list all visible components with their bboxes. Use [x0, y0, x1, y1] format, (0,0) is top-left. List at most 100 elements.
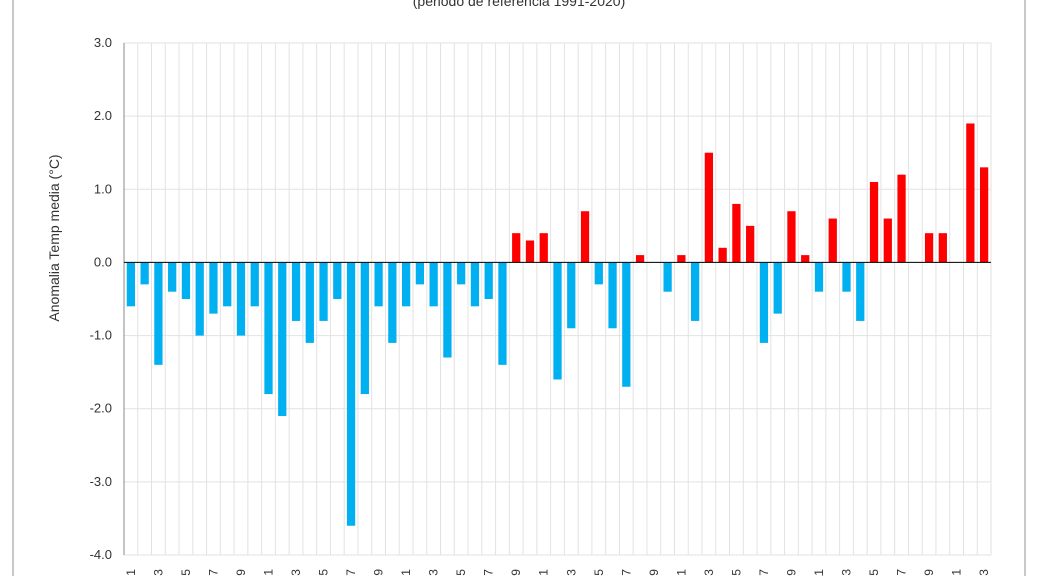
bar-98 — [635, 255, 645, 263]
x-tick-label: 71 — [262, 569, 276, 576]
bar-19 — [924, 233, 934, 263]
x-tick-label: 61 — [124, 569, 138, 576]
bar-92 — [553, 262, 562, 380]
x-tick-label: 91 — [537, 569, 551, 576]
x-tick-label: 17 — [895, 569, 909, 576]
bar-09 — [787, 211, 796, 263]
bar-11 — [814, 262, 824, 292]
x-tick-label: 97 — [619, 569, 633, 576]
bar-86 — [470, 262, 480, 307]
bar-72 — [278, 262, 287, 417]
bar-62 — [140, 262, 149, 285]
chart-subtitle: (periodo de referencia 1991-2020) — [412, 0, 626, 9]
x-tick-label: 77 — [344, 569, 358, 576]
bar-68 — [223, 262, 232, 307]
x-tick-label: 87 — [482, 569, 496, 576]
x-tick-label: 79 — [372, 569, 386, 576]
bar-63 — [154, 262, 163, 365]
bar-79 — [374, 262, 383, 307]
x-tick-label: 13 — [840, 569, 854, 576]
y-tick-label: 3.0 — [94, 35, 112, 50]
x-tick-label: 89 — [509, 569, 523, 576]
bar-76 — [333, 262, 342, 299]
bar-65 — [181, 262, 191, 299]
x-tick-label: 03 — [702, 569, 716, 576]
y-tick-label: -2.0 — [90, 401, 112, 416]
bar-66 — [195, 262, 204, 336]
x-tick-label: 85 — [454, 569, 468, 576]
bar-12 — [828, 218, 837, 263]
x-tick-label: 21 — [950, 569, 964, 576]
bar-74 — [305, 262, 314, 343]
bar-95 — [594, 262, 603, 285]
bar-87 — [484, 262, 493, 299]
bar-67 — [209, 262, 218, 314]
x-tick-label: 67 — [206, 569, 220, 576]
bar-84 — [443, 262, 452, 358]
bar-97 — [622, 262, 631, 387]
x-tick-label: 15 — [867, 569, 881, 576]
x-tick-label: 95 — [592, 569, 606, 576]
y-tick-label: -3.0 — [90, 474, 112, 489]
bar-83 — [429, 262, 438, 307]
bar-10 — [801, 255, 810, 263]
bar-20 — [938, 233, 947, 263]
x-tick-label: 65 — [179, 569, 193, 576]
bar-14 — [856, 262, 865, 321]
bar-06 — [746, 225, 755, 263]
bar-61 — [126, 262, 136, 307]
x-tick-label: 01 — [674, 569, 688, 576]
bar-77 — [346, 262, 356, 526]
x-tick-label: 69 — [234, 569, 248, 576]
bar-71 — [264, 262, 273, 395]
bar-00 — [663, 262, 672, 292]
y-tick-label: 0.0 — [94, 254, 112, 269]
x-tick-label: 83 — [427, 569, 441, 576]
bar-73 — [291, 262, 301, 321]
y-tick-label: -1.0 — [90, 328, 112, 343]
bar-75 — [319, 262, 328, 321]
bar-22 — [966, 123, 975, 263]
bar-08 — [773, 262, 782, 314]
x-tick-label: 81 — [399, 569, 413, 576]
y-tick-label: 2.0 — [94, 108, 112, 123]
bar-94 — [580, 211, 590, 263]
bar-03 — [704, 152, 714, 263]
x-tick-label: 11 — [812, 569, 826, 576]
x-tick-label: 19 — [922, 569, 936, 576]
x-tick-label: 63 — [151, 569, 165, 576]
bar-90 — [525, 240, 535, 263]
bar-81 — [401, 262, 411, 307]
bar-02 — [690, 262, 700, 321]
bar-85 — [457, 262, 466, 285]
bar-96 — [608, 262, 617, 329]
bar-23 — [979, 167, 989, 263]
bar-16 — [883, 218, 892, 263]
bar-13 — [842, 262, 851, 292]
bar-64 — [168, 262, 177, 292]
bar-93 — [567, 262, 576, 329]
chart-frame — [12, 0, 1026, 576]
x-tick-label: 07 — [757, 569, 771, 576]
bar-07 — [759, 262, 769, 343]
x-tick-label: 93 — [564, 569, 578, 576]
bar-15 — [869, 181, 879, 263]
bar-69 — [236, 262, 246, 336]
x-tick-label: 05 — [729, 569, 743, 576]
x-tick-label: 99 — [647, 569, 661, 576]
y-tick-label: -4.0 — [90, 547, 112, 562]
bar-04 — [718, 247, 727, 263]
bar-01 — [677, 255, 686, 263]
bar-78 — [360, 262, 369, 395]
y-tick-label: 1.0 — [94, 181, 112, 196]
bar-80 — [388, 262, 397, 343]
x-tick-label: 73 — [289, 569, 303, 576]
bar-91 — [539, 233, 548, 263]
x-tick-label: 09 — [784, 569, 798, 576]
x-tick-label: 75 — [317, 569, 331, 576]
bar-17 — [897, 174, 906, 263]
x-tick-label: 23 — [977, 569, 991, 576]
bar-70 — [250, 262, 259, 307]
bar-05 — [732, 203, 741, 263]
